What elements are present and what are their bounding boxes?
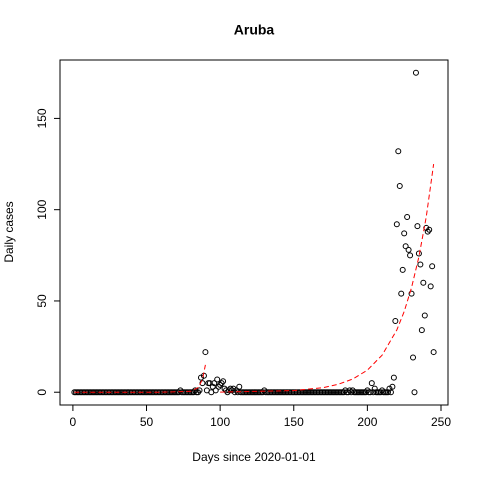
point: [429, 263, 436, 270]
point: [392, 318, 399, 325]
point: [414, 223, 421, 230]
point: [426, 226, 433, 233]
point: [407, 252, 414, 259]
chart-title: Aruba: [234, 22, 275, 38]
point: [371, 385, 378, 392]
point: [405, 246, 412, 253]
point: [368, 380, 375, 387]
point: [387, 389, 394, 396]
point: [399, 266, 406, 273]
point: [398, 290, 405, 297]
point: [427, 283, 434, 290]
point: [421, 312, 428, 319]
x-tick-label: 0: [70, 415, 77, 429]
x-tick-label: 250: [431, 415, 451, 429]
point: [370, 389, 377, 396]
point: [410, 354, 417, 361]
point: [386, 385, 393, 392]
fit-line: [74, 163, 435, 393]
point: [209, 383, 216, 390]
point: [202, 349, 209, 356]
point: [230, 385, 237, 392]
point: [197, 374, 204, 381]
point: [236, 383, 243, 390]
point: [393, 221, 400, 228]
point: [415, 250, 422, 257]
point: [220, 378, 227, 385]
x-tick-label: 100: [210, 415, 230, 429]
point: [389, 383, 396, 390]
point: [214, 376, 221, 383]
point: [408, 290, 415, 297]
point: [211, 380, 218, 387]
point: [401, 230, 408, 237]
point: [420, 279, 427, 286]
y-tick-label: 0: [35, 389, 49, 396]
y-tick-label: 50: [35, 294, 49, 308]
point: [402, 243, 409, 250]
y-axis-label: Daily cases: [2, 201, 16, 262]
x-axis-label: Days since 2020-01-01: [192, 450, 316, 464]
point: [417, 261, 424, 268]
point: [396, 182, 403, 189]
point: [384, 389, 391, 396]
point: [430, 349, 437, 356]
point: [395, 148, 402, 155]
point: [367, 389, 374, 396]
y-tick-label: 150: [35, 108, 49, 128]
point: [411, 389, 418, 396]
x-tick-label: 150: [284, 415, 304, 429]
point: [418, 327, 425, 334]
point: [212, 387, 219, 394]
plot-frame: [59, 59, 449, 406]
point: [412, 69, 419, 76]
point: [390, 374, 397, 381]
point: [206, 380, 213, 387]
point: [196, 387, 203, 394]
point: [404, 213, 411, 220]
point: [234, 389, 241, 396]
x-tick-label: 200: [357, 415, 377, 429]
x-tick-label: 50: [140, 415, 154, 429]
y-tick-label: 100: [35, 199, 49, 219]
